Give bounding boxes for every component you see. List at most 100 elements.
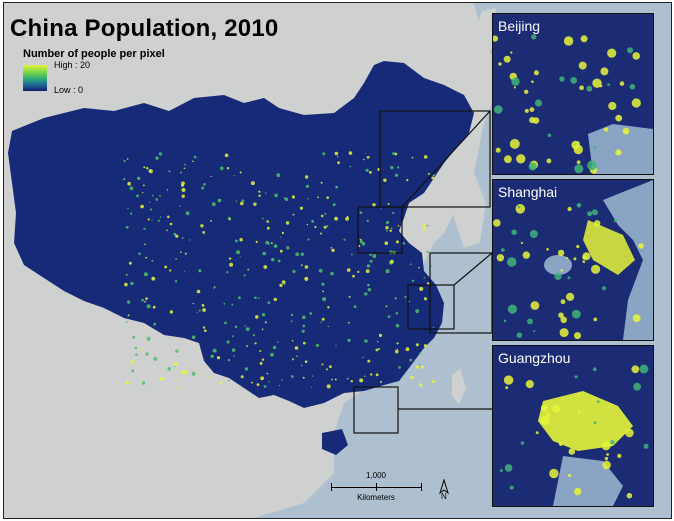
population-cluster [596, 400, 600, 404]
population-cluster [527, 318, 533, 325]
population-cluster [167, 215, 170, 219]
population-cluster [258, 297, 260, 300]
population-cluster [546, 158, 552, 164]
population-cluster [181, 370, 186, 375]
population-cluster [252, 334, 255, 337]
population-cluster [314, 225, 317, 229]
population-cluster [418, 363, 421, 366]
population-cluster [390, 165, 394, 170]
population-cluster [513, 86, 516, 89]
inset-guangzhou: Guangzhou [492, 345, 654, 507]
population-cluster [567, 206, 572, 212]
population-cluster [184, 270, 186, 272]
population-cluster [129, 186, 134, 191]
population-cluster [153, 356, 158, 361]
population-cluster [329, 365, 332, 369]
population-cluster [253, 202, 257, 206]
population-cluster [273, 297, 277, 302]
population-cluster [281, 280, 286, 284]
population-cluster [559, 442, 563, 446]
population-cluster [387, 202, 390, 205]
population-cluster [594, 220, 601, 227]
population-cluster [201, 304, 205, 307]
shanghai-detail-box [407, 284, 455, 330]
population-cluster [146, 167, 149, 170]
population-cluster [501, 248, 505, 252]
population-cluster [300, 252, 304, 256]
population-cluster [202, 308, 207, 312]
population-cluster [498, 62, 502, 66]
population-cluster [392, 211, 395, 215]
population-cluster [332, 203, 336, 207]
population-cluster [255, 240, 258, 243]
beijing-extent-box [379, 110, 491, 208]
population-cluster [276, 341, 279, 344]
population-cluster [231, 303, 234, 306]
population-cluster [261, 313, 266, 317]
population-cluster [607, 48, 617, 58]
scale-tick-left [331, 483, 332, 491]
population-cluster [335, 344, 337, 347]
population-cluster [362, 158, 365, 161]
population-cluster [348, 321, 350, 324]
population-cluster [307, 198, 309, 200]
population-cluster [563, 36, 574, 46]
population-cluster [125, 225, 129, 229]
guangzhou-detail-box [353, 386, 399, 434]
population-cluster [155, 198, 159, 201]
population-cluster [322, 290, 324, 293]
population-cluster [181, 194, 185, 198]
korea-japan-land [452, 173, 486, 248]
population-cluster [627, 47, 634, 54]
population-cluster [309, 312, 313, 315]
population-cluster [210, 354, 214, 359]
population-cluster [580, 35, 588, 43]
population-cluster [261, 328, 264, 331]
population-cluster [389, 250, 393, 255]
population-cluster [432, 326, 435, 329]
population-cluster [233, 355, 235, 357]
population-cluster [369, 253, 372, 256]
taiwan-land [452, 369, 466, 405]
population-cluster [173, 232, 177, 236]
population-cluster [290, 375, 294, 378]
population-cluster [547, 133, 552, 138]
population-cluster [411, 207, 413, 210]
population-cluster [320, 232, 322, 235]
population-cluster [294, 346, 299, 350]
population-cluster [157, 219, 160, 222]
population-cluster [327, 325, 330, 328]
population-cluster [130, 212, 133, 215]
population-cluster [418, 266, 420, 269]
population-cluster [493, 35, 499, 42]
population-cluster [362, 356, 364, 359]
population-cluster [372, 203, 376, 207]
population-cluster [201, 373, 204, 375]
population-cluster [365, 168, 369, 172]
population-cluster [140, 204, 144, 209]
population-cluster [533, 330, 536, 333]
population-cluster [592, 78, 602, 88]
population-cluster [348, 295, 351, 298]
population-cluster [326, 196, 330, 199]
population-cluster [240, 375, 244, 379]
inset-shanghai: Shanghai [492, 179, 654, 341]
population-cluster [123, 159, 126, 163]
population-cluster [127, 181, 131, 186]
map-title: China Population, 2010 [10, 15, 279, 42]
population-cluster [210, 175, 212, 178]
population-cluster [263, 385, 267, 388]
population-cluster [223, 302, 226, 305]
population-cluster [419, 286, 424, 291]
population-cluster [529, 230, 538, 238]
population-cluster [593, 421, 597, 425]
population-cluster [559, 76, 565, 82]
population-cluster [200, 224, 204, 228]
population-cluster [631, 98, 641, 108]
population-cluster [395, 312, 399, 315]
population-cluster [573, 144, 583, 155]
population-cluster [168, 170, 171, 173]
population-cluster [229, 262, 234, 267]
population-cluster [126, 300, 131, 304]
population-cluster [604, 456, 609, 461]
